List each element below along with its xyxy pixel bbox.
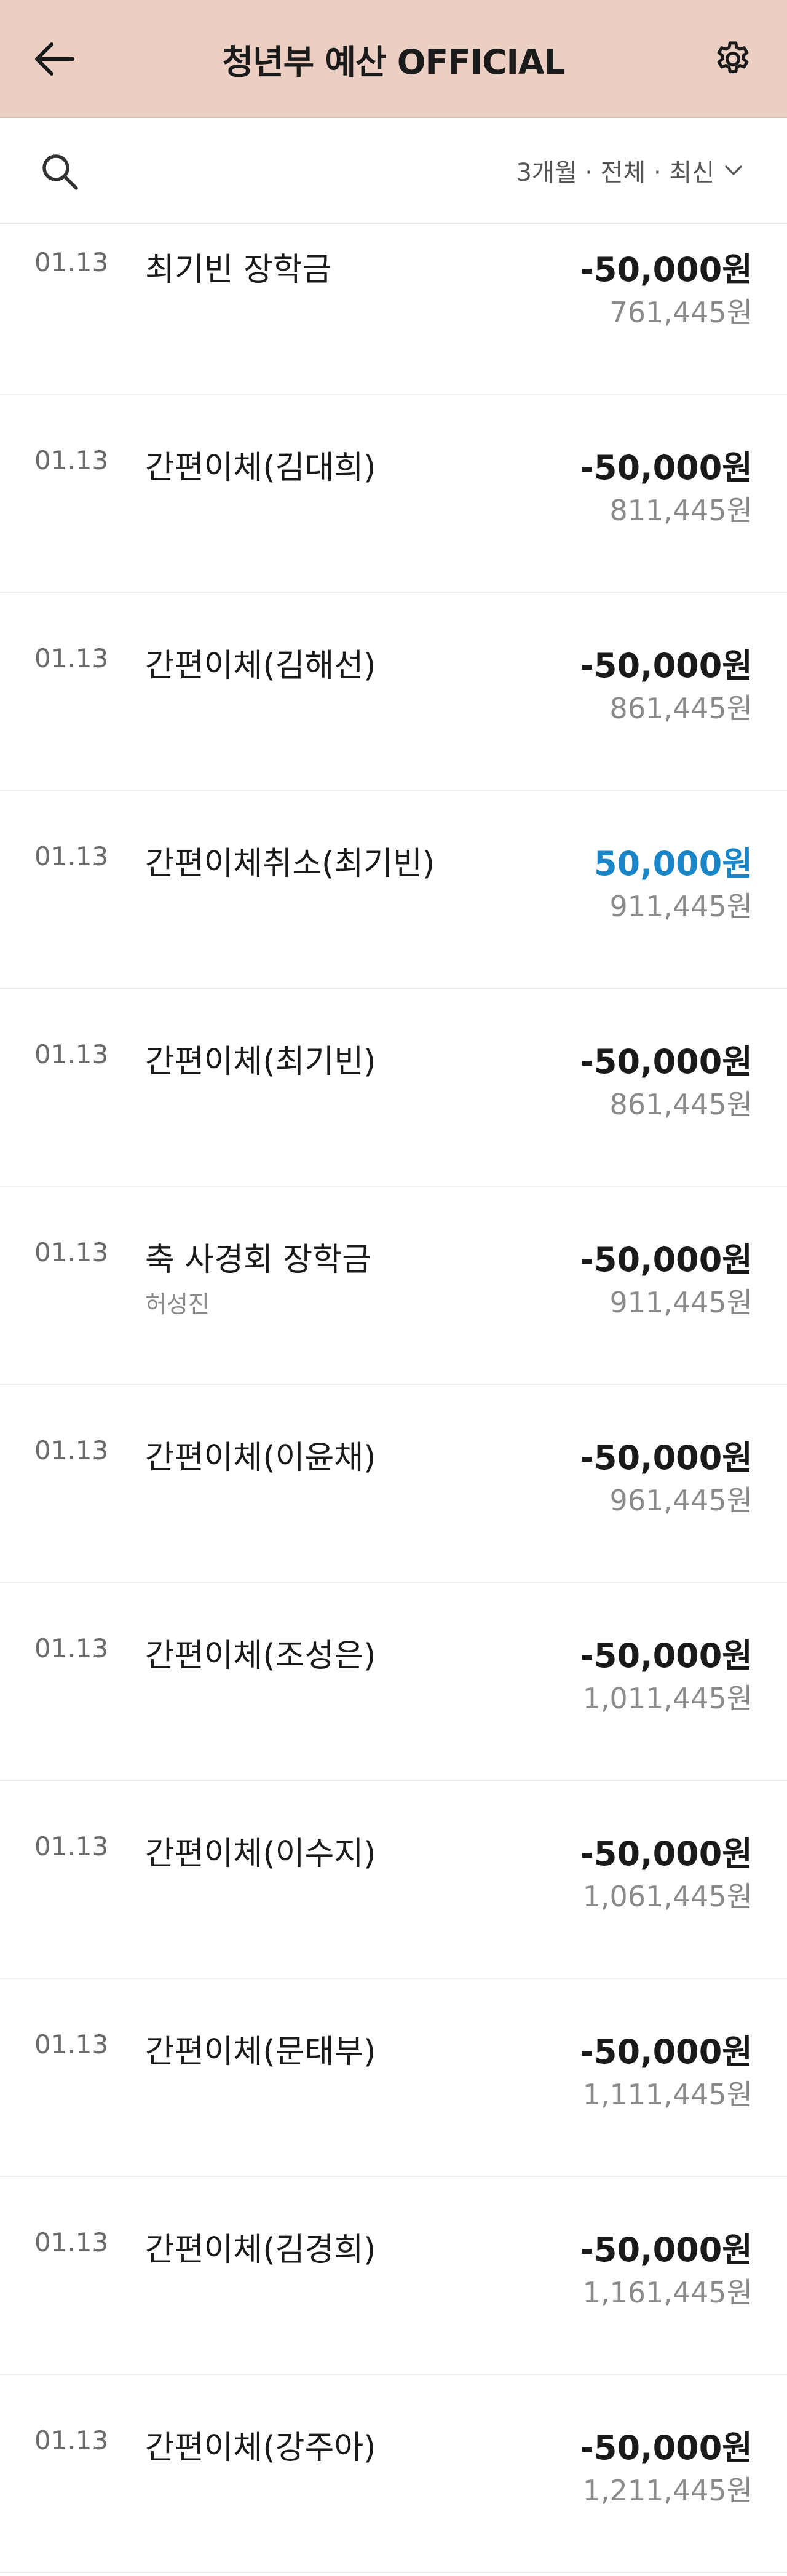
transaction-date: 01.13 bbox=[34, 1831, 109, 1861]
transaction-name: 간편이체(최기빈) bbox=[145, 1044, 376, 1080]
settings-button[interactable] bbox=[710, 36, 756, 82]
gear-icon bbox=[717, 41, 749, 74]
period-filter-label: 3개월 · 전체 · 최신 bbox=[516, 159, 714, 187]
transaction-name: 최기빈 장학금 bbox=[145, 252, 332, 288]
transaction-amount: -50,000원 bbox=[580, 1834, 753, 1873]
transaction-name: 간편이체(이수지) bbox=[145, 1836, 376, 1873]
transaction-balance: 1,011,445원 bbox=[582, 1682, 753, 1715]
transaction-row[interactable]: 01.13 간편이체(조성은) -50,000원 1,011,445원 bbox=[0, 1583, 787, 1781]
transaction-name: 간편이체(김경희) bbox=[145, 2232, 376, 2269]
transaction-amount: -50,000원 bbox=[580, 1042, 753, 1081]
chevron-down-icon bbox=[725, 165, 742, 175]
search-button[interactable] bbox=[39, 151, 80, 192]
transaction-name: 간편이체취소(최기빈) bbox=[145, 846, 435, 882]
transaction-date: 01.13 bbox=[34, 1039, 109, 1069]
transaction-amount: -50,000원 bbox=[580, 1240, 753, 1279]
transaction-balance: 1,061,445원 bbox=[582, 1880, 753, 1913]
transaction-amount: -50,000원 bbox=[580, 250, 753, 289]
transaction-date: 01.13 bbox=[34, 445, 109, 475]
transaction-row[interactable]: 01.13 간편이체(최기빈) -50,000원 861,445원 bbox=[0, 989, 787, 1187]
transaction-balance: 1,111,445원 bbox=[582, 2078, 753, 2111]
transaction-balance: 761,445원 bbox=[609, 296, 753, 329]
filter-bar: 3개월 · 전체 · 최신 bbox=[0, 118, 787, 224]
transaction-name: 간편이체(강주아) bbox=[145, 2430, 376, 2467]
transaction-balance: 861,445원 bbox=[609, 1088, 753, 1121]
transaction-date: 01.13 bbox=[34, 2227, 109, 2257]
transaction-date: 01.13 bbox=[34, 841, 109, 871]
transaction-row[interactable]: 01.13 간편이체(김경희) -50,000원 1,161,445원 bbox=[0, 2177, 787, 2375]
transaction-date: 01.13 bbox=[34, 1633, 109, 1663]
app-header: 청년부 예산 OFFICIAL bbox=[0, 0, 787, 118]
transaction-name: 간편이체(문태부) bbox=[145, 2034, 376, 2071]
transaction-row[interactable]: 01.13 간편이체(이윤채) -50,000원 961,445원 bbox=[0, 1385, 787, 1583]
transaction-name: 간편이체(김대희) bbox=[145, 450, 376, 486]
transaction-date: 01.13 bbox=[34, 2029, 109, 2059]
transaction-balance: 911,445원 bbox=[609, 890, 753, 923]
transaction-date: 01.13 bbox=[34, 2425, 109, 2455]
transaction-row[interactable]: 01.13 간편이체(김대희) -50,000원 811,445원 bbox=[0, 395, 787, 593]
transaction-row[interactable]: 01.13 간편이체(이수지) -50,000원 1,061,445원 bbox=[0, 1781, 787, 1979]
transaction-row[interactable]: 01.13 최기빈 장학금 -50,000원 761,445원 bbox=[0, 224, 787, 395]
transaction-memo: 허성진 bbox=[145, 1291, 210, 1318]
transaction-row[interactable]: 01.13 간편이체취소(최기빈) 50,000원 911,445원 bbox=[0, 791, 787, 989]
transaction-amount: -50,000원 bbox=[580, 448, 753, 487]
page-title: 청년부 예산 OFFICIAL bbox=[222, 42, 565, 82]
transaction-date: 01.13 bbox=[34, 1237, 109, 1267]
transaction-balance: 911,445원 bbox=[609, 1286, 753, 1319]
transaction-name: 축 사경회 장학금 bbox=[145, 1242, 371, 1278]
arrow-left-icon bbox=[35, 42, 74, 76]
transaction-amount: -50,000원 bbox=[580, 2428, 753, 2467]
period-filter-dropdown[interactable]: 3개월 · 전체 · 최신 bbox=[516, 118, 744, 223]
transaction-balance: 1,211,445원 bbox=[582, 2474, 753, 2507]
transaction-balance: 861,445원 bbox=[609, 692, 753, 725]
transaction-date: 01.13 bbox=[34, 1435, 109, 1465]
transaction-name: 간편이체(김해선) bbox=[145, 648, 376, 684]
transaction-amount: 50,000원 bbox=[593, 844, 753, 883]
transaction-row[interactable]: 01.13 간편이체(문태부) -50,000원 1,111,445원 bbox=[0, 1979, 787, 2177]
transaction-balance: 811,445원 bbox=[609, 494, 753, 527]
transaction-amount: -50,000원 bbox=[580, 1438, 753, 1477]
transaction-row[interactable]: 01.13 간편이체(강주아) -50,000원 1,211,445원 bbox=[0, 2375, 787, 2573]
search-icon bbox=[42, 154, 78, 190]
transaction-balance: 1,161,445원 bbox=[582, 2276, 753, 2309]
transaction-name: 간편이체(이윤채) bbox=[145, 1440, 376, 1476]
back-button[interactable] bbox=[31, 34, 80, 84]
transaction-date: 01.13 bbox=[34, 247, 109, 277]
transaction-amount: -50,000원 bbox=[580, 2230, 753, 2269]
transaction-name: 간편이체(조성은) bbox=[145, 1638, 376, 1674]
transaction-date: 01.13 bbox=[34, 643, 109, 673]
transaction-list: 01.13 최기빈 장학금 -50,000원 761,445원 01.13 간편이체(김대… bbox=[0, 224, 787, 2573]
transaction-row[interactable]: 01.13 간편이체(김해선) -50,000원 861,445원 bbox=[0, 593, 787, 791]
transaction-amount: -50,000원 bbox=[580, 1636, 753, 1675]
transaction-amount: -50,000원 bbox=[580, 646, 753, 685]
transaction-amount: -50,000원 bbox=[580, 2032, 753, 2071]
transaction-balance: 961,445원 bbox=[609, 1484, 753, 1517]
